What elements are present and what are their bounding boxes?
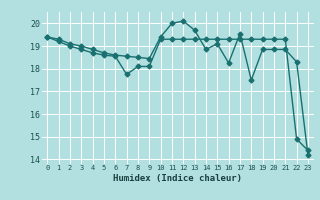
X-axis label: Humidex (Indice chaleur): Humidex (Indice chaleur) [113,174,242,183]
